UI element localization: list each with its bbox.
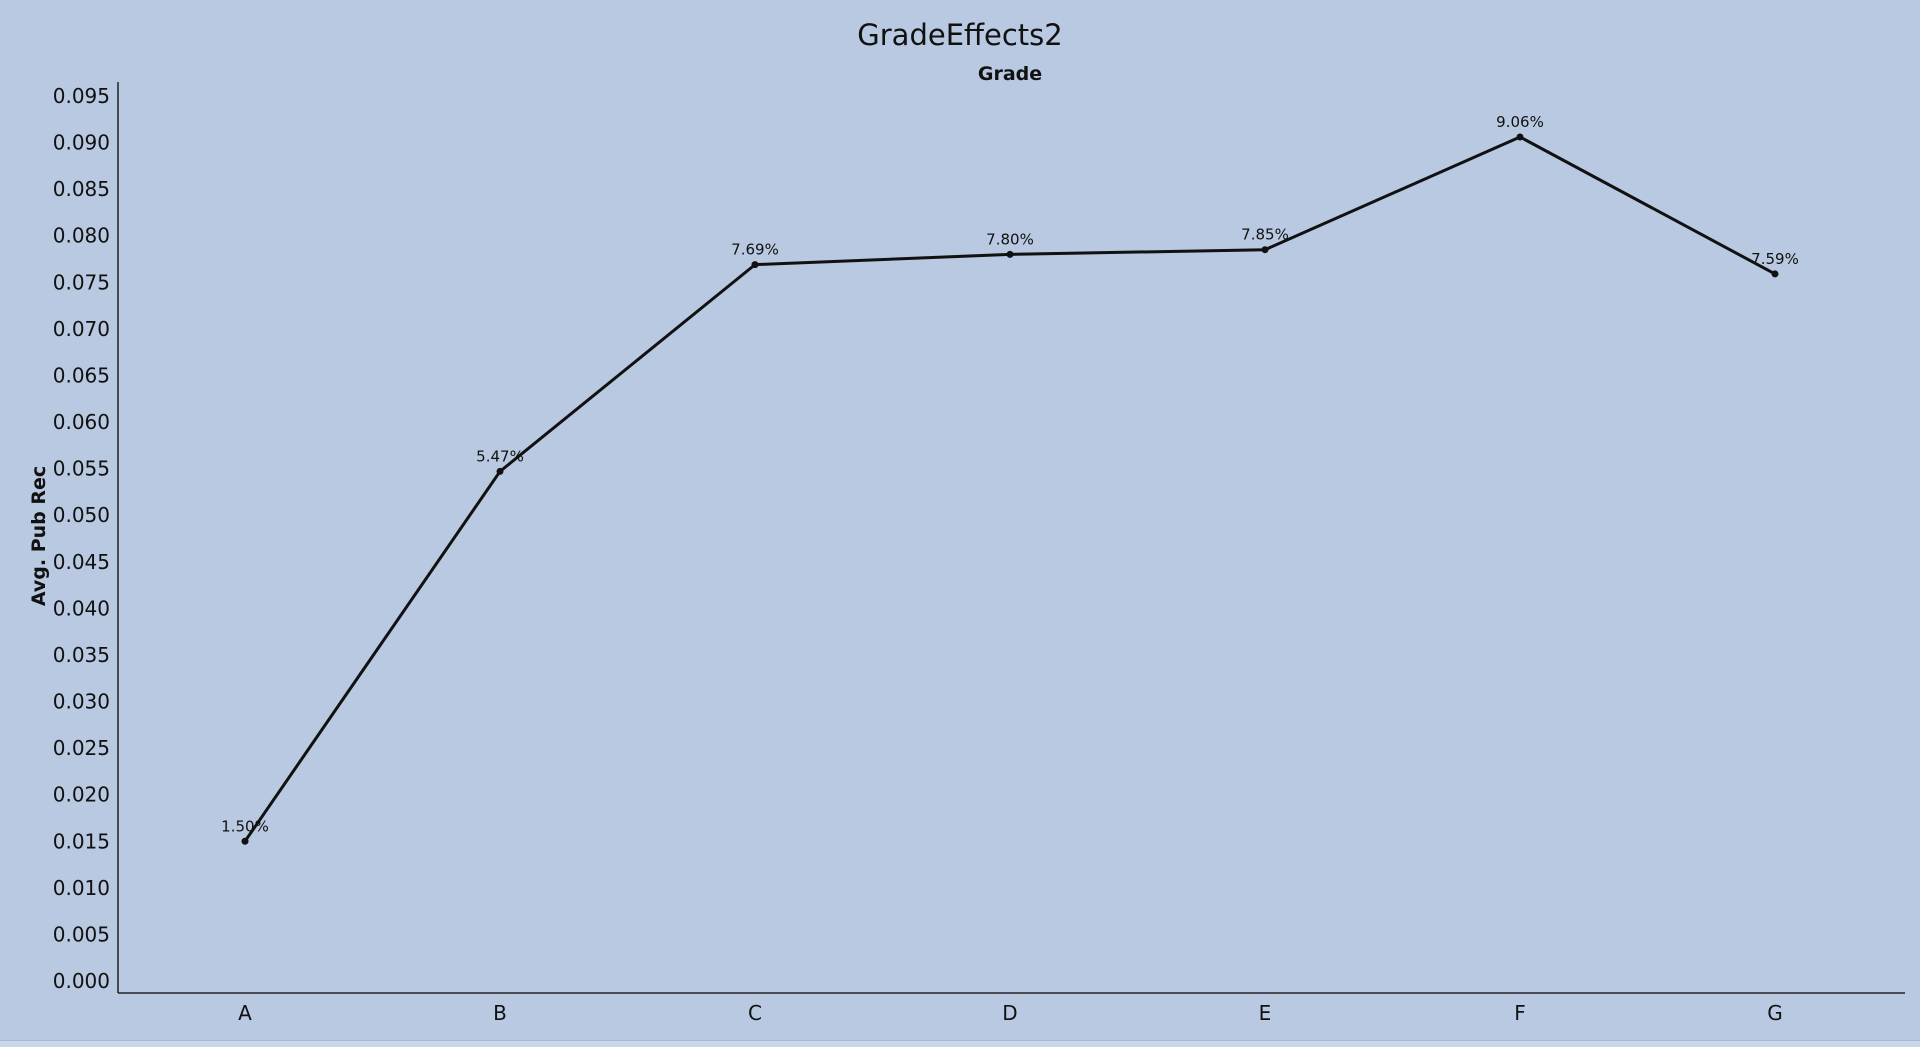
data-point (1771, 270, 1779, 278)
y-tick-label: 0.030 (53, 690, 110, 714)
y-tick-label: 0.060 (53, 410, 110, 434)
data-point (1516, 133, 1524, 141)
data-label: 7.69% (731, 241, 779, 259)
x-tick-label: G (1767, 1001, 1783, 1025)
y-tick-label: 0.085 (53, 177, 110, 201)
y-tick-label: 0.000 (53, 969, 110, 993)
data-label: 7.80% (986, 230, 1034, 248)
x-tick-label: B (493, 1001, 507, 1025)
y-tick-label: 0.035 (53, 643, 110, 667)
y-tick-label: 0.010 (53, 876, 110, 900)
y-tick-label: 0.095 (53, 84, 110, 108)
y-tick-label: 0.055 (53, 457, 110, 481)
data-label: 1.50% (221, 817, 269, 835)
x-tick-labels: A B C D E F G (238, 1001, 1783, 1025)
data-label: 5.47% (476, 447, 524, 465)
data-point (751, 261, 759, 269)
y-tick-label: 0.025 (53, 736, 110, 760)
data-point (1261, 246, 1269, 254)
x-tick-label: D (1002, 1001, 1017, 1025)
x-tick-label: E (1259, 1001, 1272, 1025)
y-tick-label: 0.005 (53, 922, 110, 946)
data-label: 7.59% (1751, 250, 1799, 268)
x-tick-label: A (238, 1001, 252, 1025)
y-tick-label: 0.065 (53, 363, 110, 387)
y-tick-label: 0.020 (53, 783, 110, 807)
data-label: 7.85% (1241, 226, 1289, 244)
y-tick-label: 0.045 (53, 550, 110, 574)
x-tick-label: C (748, 1001, 762, 1025)
bottom-scroll-strip (0, 1040, 1920, 1047)
y-tick-label: 0.050 (53, 503, 110, 527)
y-tick-labels: 0.000 0.005 0.010 0.015 0.020 0.025 0.030 0.035… (53, 84, 110, 993)
y-tick-label: 0.090 (53, 131, 110, 155)
data-points (241, 133, 1779, 845)
y-tick-label: 0.070 (53, 317, 110, 341)
y-tick-label: 0.015 (53, 829, 110, 853)
data-labels: 1.50% 5.47% 7.69% 7.80% 7.85% 9.06% 7.59% (221, 113, 1799, 835)
y-tick-label: 0.080 (53, 224, 110, 248)
y-axis-label: Avg. Pub Rec (28, 466, 50, 606)
y-tick-label: 0.075 (53, 270, 110, 294)
data-point (241, 837, 249, 845)
data-label: 9.06% (1496, 113, 1544, 131)
data-point (1006, 250, 1014, 258)
data-point (496, 467, 504, 475)
x-tick-label: F (1514, 1001, 1526, 1025)
x-axis-header: Grade (978, 63, 1042, 85)
y-tick-label: 0.040 (53, 596, 110, 620)
chart-title: GradeEffects2 (857, 18, 1062, 52)
